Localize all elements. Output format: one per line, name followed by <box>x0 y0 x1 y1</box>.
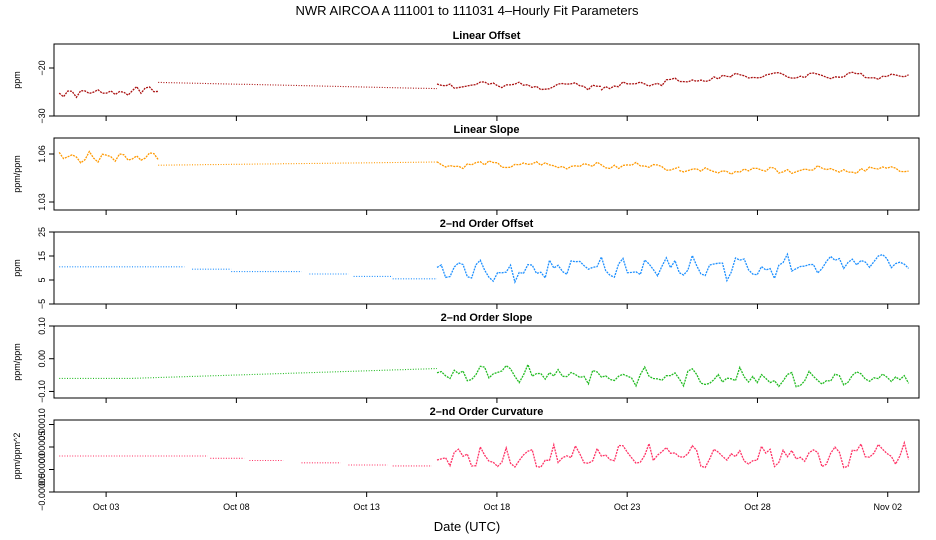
panel-title: 2–nd Order Curvature <box>430 406 544 418</box>
y-tick-label: 1.03 <box>37 193 47 211</box>
series-line <box>158 81 438 90</box>
panel-3: 2–nd Order Offset ppm −5 5 15 25 <box>12 218 920 309</box>
series-line <box>132 367 438 379</box>
y-tick-label: −20 <box>37 60 47 75</box>
panel-frame <box>53 137 920 211</box>
panel-frame <box>53 231 920 305</box>
x-tick-label: Nov 02 <box>873 502 902 512</box>
y-tick-label: −0.00005 <box>37 473 47 511</box>
y-tick-label: 5 <box>37 277 47 282</box>
y-tick-label: −0.10 <box>37 380 47 403</box>
y-axis-label: ppm/ppm <box>12 343 22 381</box>
series-line <box>58 85 159 99</box>
y-tick-label: 0.00000 <box>37 453 47 486</box>
y-tick-label: 15 <box>37 251 47 261</box>
panel-4: 2–nd Order Slope ppm/ppm −0.10 0.00 0.10 <box>12 312 920 403</box>
series-line <box>158 161 438 166</box>
y-tick-label: −5 <box>37 299 47 309</box>
panel-5: 2–nd Order Curvatureppm/ppm^2−0.000050.0… <box>12 406 920 511</box>
y-tick-label: 0.00005 <box>37 431 47 464</box>
series-line <box>679 164 909 175</box>
y-tick-label: 25 <box>37 227 47 237</box>
series-line <box>58 150 159 164</box>
panel-title: 2–nd Order Slope <box>441 312 533 324</box>
x-tick-label: Oct 03 <box>93 502 120 512</box>
x-tick-label: Oct 08 <box>223 502 250 512</box>
panel-frame <box>53 325 920 399</box>
panel-title: Linear Offset <box>453 30 521 42</box>
y-axis-label: ppm <box>12 259 22 277</box>
series-line <box>600 74 732 91</box>
x-axis-label: Date (UTC) <box>434 519 500 534</box>
panel-title: 2–nd Order Offset <box>440 218 534 230</box>
x-tick-label: Oct 18 <box>484 502 511 512</box>
y-tick-label: −30 <box>37 108 47 123</box>
panel-frame <box>53 419 920 493</box>
x-tick-label: Oct 28 <box>744 502 771 512</box>
series-line <box>436 81 602 91</box>
panel-2: Linear Slope ppm/ppm 1.03 1.06 <box>12 124 920 215</box>
panel-1: Linear Offset ppm −30 −20 <box>12 30 920 124</box>
panel-frame <box>53 43 920 117</box>
y-tick-label: 0.00010 <box>37 408 47 441</box>
y-tick-label: 0.10 <box>37 317 47 335</box>
series-line <box>731 71 909 80</box>
series-line <box>436 252 910 284</box>
y-axis-label: ppm/ppm^2 <box>12 433 22 480</box>
figure-title: NWR AIRCOA A 111001 to 111031 4–Hourly F… <box>296 3 639 18</box>
y-axis-label: ppm/ppm <box>12 155 22 193</box>
panels: Linear Offset ppm −30 −20 Linear Slope ppm/pp… <box>12 30 920 512</box>
series-line <box>436 362 910 388</box>
y-tick-label: 0.00 <box>37 350 47 368</box>
x-tick-label: Oct 23 <box>614 502 641 512</box>
series-line <box>436 440 910 469</box>
y-axis-label: ppm <box>12 71 22 89</box>
panel-title: Linear Slope <box>453 124 519 136</box>
y-tick-label: 1.06 <box>37 145 47 163</box>
x-tick-label: Oct 13 <box>353 502 380 512</box>
series-line <box>436 160 680 171</box>
